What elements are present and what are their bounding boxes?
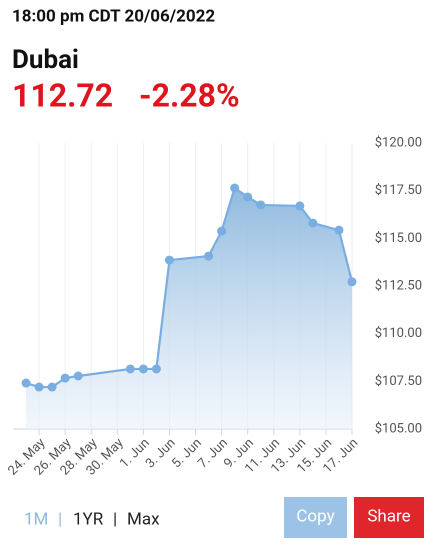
range-button[interactable]: 1YR [73,509,104,529]
range-button[interactable]: 1M [24,509,48,529]
y-tick-label: $117.50 [375,183,422,198]
y-tick-label: $110.00 [375,326,422,341]
area [26,187,353,429]
point [334,225,344,235]
y-tick-label: $105.00 [375,421,422,436]
y-tick-label: $120.00 [375,135,422,150]
point [73,371,83,381]
point [34,382,44,392]
point [151,364,161,374]
point [230,183,240,193]
point [217,226,227,236]
range-separator: | [113,509,117,529]
range-separator: | [58,509,62,529]
point [347,277,357,287]
copy-label[interactable]: Copy [296,506,334,526]
share-button[interactable] [354,497,424,538]
y-tick-label: $115.00 [375,231,422,246]
price-change: -2.28% [139,76,240,114]
point [60,373,70,383]
share-label[interactable]: Share [367,506,410,526]
range-button[interactable]: Max [127,509,160,529]
copy-button[interactable] [284,497,347,538]
point [125,364,135,374]
point [256,200,266,210]
point [295,201,305,211]
point [204,251,214,261]
instrument-name: Dubai [12,45,79,75]
point [308,218,318,228]
point [138,364,148,374]
point [243,192,253,202]
point [47,382,57,392]
y-tick-label: $107.50 [375,374,422,389]
price: 112.72 [12,76,113,114]
y-tick-label: $112.50 [375,278,422,293]
point [21,378,31,388]
timestamp: 18:00 pm CDT 20/06/2022 [12,6,215,26]
point [164,255,174,265]
